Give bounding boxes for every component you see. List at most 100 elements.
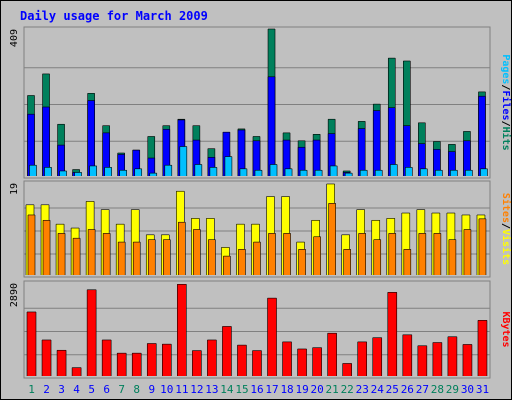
bar-kbytes	[177, 284, 187, 376]
bar-pages	[239, 168, 247, 176]
panel-legend: Sites/Visits	[500, 193, 512, 265]
bar-pages	[29, 165, 37, 176]
bar-pages	[405, 167, 413, 176]
bar-pages	[224, 156, 232, 176]
bar-files	[42, 106, 50, 176]
x-tick-label: 25	[386, 383, 399, 396]
bar-kbytes	[132, 353, 142, 376]
panel-max-label: 19	[9, 183, 20, 195]
bar-sites	[178, 222, 186, 275]
bar-sites	[73, 238, 81, 275]
bar-hits	[147, 136, 155, 176]
x-tick-label: 14	[220, 383, 234, 396]
x-tick-label: 18	[280, 383, 293, 396]
bar-pages	[345, 173, 353, 176]
bar-kbytes	[237, 345, 247, 376]
x-tick-label: 21	[326, 383, 339, 396]
legend-pages: Pages	[500, 54, 511, 84]
chart-title: Daily usage for March 2009	[20, 9, 208, 23]
bar-hits	[403, 60, 411, 176]
x-tick-label: 8	[133, 383, 140, 396]
bar-files	[237, 129, 245, 176]
legend-separator: /	[500, 223, 511, 229]
x-tick-label: 28	[431, 383, 444, 396]
x-tick-label: 27	[416, 383, 429, 396]
bar-kbytes	[27, 311, 36, 376]
x-tick-label: 10	[160, 383, 173, 396]
legend-files: Files	[500, 90, 512, 120]
panel-frame	[23, 280, 491, 379]
bar-files	[87, 100, 95, 176]
x-tick-label: 17	[265, 383, 278, 396]
bar-sites	[313, 236, 321, 275]
x-tick-label: 30	[461, 383, 474, 396]
bar-files	[403, 125, 411, 176]
bar-pages	[390, 164, 398, 176]
bar-pages	[59, 170, 67, 176]
bar-kbytes	[42, 339, 52, 376]
panel-legend: Pages/Files/Hits	[500, 54, 512, 150]
bar-kbytes	[57, 350, 67, 376]
legend-separator: /	[500, 84, 511, 90]
bar-kbytes	[102, 339, 112, 376]
bar-sites	[433, 233, 441, 275]
x-tick-label: 12	[190, 383, 203, 396]
panel-max-label: 409	[9, 29, 20, 47]
panel-top: 409 Pages/Files/Hits	[9, 26, 512, 179]
bar-kbytes	[432, 342, 442, 376]
bar-sites	[418, 233, 426, 275]
bar-sites	[328, 203, 336, 275]
bar-files	[298, 147, 306, 176]
bar-pages	[465, 170, 473, 176]
x-tick-label: 3	[58, 383, 65, 396]
legend-kbytes: KBytes	[500, 311, 511, 347]
bar-kbytes	[372, 337, 382, 376]
x-axis-labels: 1 2 3 4 5 6 7 8 9 10 11 12 13 14 15 16 17 18 19 20 21 22 23 24 2…	[28, 383, 489, 396]
bar-kbytes	[72, 367, 82, 376]
bar-files	[358, 128, 366, 176]
bar-sites	[58, 233, 66, 275]
bar-kbytes	[312, 347, 322, 376]
x-tick-label: 19	[295, 383, 308, 396]
bar-sites	[43, 220, 51, 275]
bar-files	[162, 129, 170, 176]
x-tick-label: 13	[205, 383, 218, 396]
bar-files	[102, 132, 110, 176]
x-tick-label: 26	[401, 383, 414, 396]
bar-files	[373, 110, 381, 176]
legend-visits: Visits	[500, 229, 512, 265]
x-tick-label: 20	[311, 383, 324, 396]
bar-sites	[133, 242, 141, 275]
bar-pages	[360, 170, 368, 176]
bar-pages	[435, 170, 443, 176]
bar-files	[268, 76, 276, 176]
x-tick-label: 22	[341, 383, 354, 396]
bar-pages	[270, 164, 278, 176]
bar-kbytes	[162, 344, 172, 376]
x-tick-label: 15	[235, 383, 248, 396]
bar-files	[207, 157, 215, 176]
bar-kbytes	[252, 350, 262, 376]
bar-files	[388, 107, 396, 176]
bar-files	[418, 143, 426, 176]
bar-kbytes	[462, 344, 472, 376]
panel-bottom: 2890 KBytes	[9, 280, 511, 379]
bar-files	[313, 140, 321, 176]
bar-sites	[208, 239, 216, 275]
bar-sites	[343, 249, 351, 275]
bar-kbytes	[477, 320, 487, 376]
bar-files	[147, 158, 155, 176]
x-tick-label: 24	[371, 383, 385, 396]
bar-files	[433, 149, 441, 176]
bar-pages	[315, 170, 323, 176]
bar-pages	[209, 167, 217, 176]
x-tick-label: 2	[43, 383, 50, 396]
bar-sites	[298, 249, 306, 275]
bar-pages	[164, 165, 172, 176]
legend-sites: Sites	[500, 193, 512, 223]
bar-pages	[300, 170, 308, 176]
bar-pages	[480, 168, 488, 176]
bar-pages	[254, 170, 262, 176]
bar-files	[328, 133, 336, 176]
